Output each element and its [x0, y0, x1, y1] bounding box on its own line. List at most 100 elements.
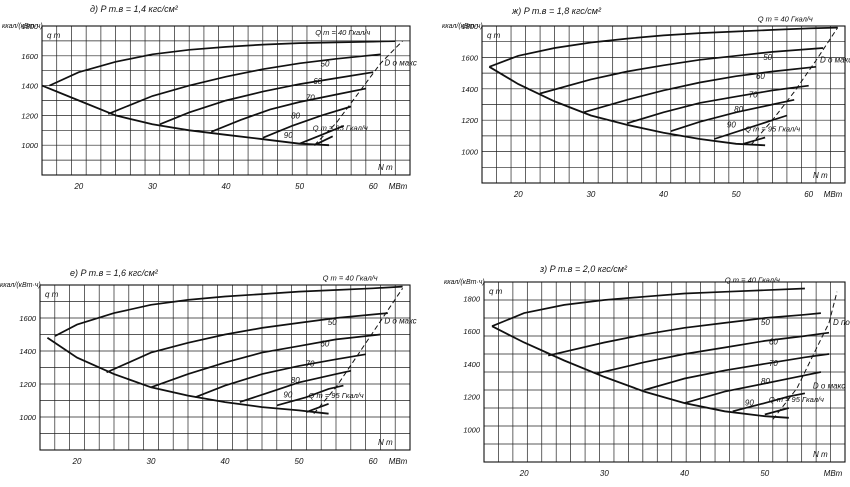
- y-axis-symbol: q т: [489, 287, 503, 296]
- series-line: [743, 136, 766, 145]
- series-line: [684, 371, 822, 404]
- y-tick-label: 1200: [463, 393, 481, 402]
- y-axis-label: ккал/(кВт·ч): [442, 23, 483, 30]
- plot-frame: [481, 25, 846, 184]
- y-tick-label: 1400: [463, 360, 481, 369]
- y-axis-label: ккал/(кВт·ч): [2, 23, 43, 30]
- y-axis-label: ккал/(кВт·ч): [444, 279, 485, 286]
- x-tick-label: 30: [147, 457, 156, 466]
- series-line: [262, 105, 352, 139]
- series-label: 50: [763, 53, 772, 62]
- dmax-line: [313, 288, 404, 415]
- y-tick-label: 1400: [19, 347, 37, 356]
- chart-4: з) P т.в = 2,0 кгс/см² ккал/(кВт·ч) q т N т…: [444, 264, 850, 478]
- y-tick-label: 1200: [21, 111, 39, 120]
- dmax-label: D о макс: [385, 58, 417, 67]
- x-tick-label: 20: [73, 182, 83, 191]
- x-axis-unit: МВт: [389, 457, 408, 466]
- chart-3: е) P т.в = 1,6 кгс/см² ккал/(кВт·ч) q т N т…: [0, 268, 417, 466]
- y-axis-label: ккал/(кВт·ч): [0, 282, 41, 289]
- series-label: Q т = 95 Гкал/ч: [745, 124, 800, 133]
- dmax-line: [772, 291, 838, 420]
- x-tick-label: 30: [148, 182, 157, 191]
- x-tick-label: 50: [732, 190, 741, 199]
- series-label: Q т = 40 Гкал/ч: [323, 274, 378, 283]
- series-label: 80: [761, 377, 770, 386]
- x-axis-unit: МВт: [824, 469, 843, 478]
- x-axis-unit: МВт: [389, 182, 408, 191]
- x-tick-label: 60: [369, 182, 378, 191]
- series-line: [626, 84, 809, 125]
- series-label: Q т = 40 Гкал/ч: [758, 15, 813, 24]
- envelope-line: [46, 337, 329, 415]
- series-label: 80: [291, 111, 300, 120]
- dmax-line: [750, 27, 839, 146]
- dmax-line: [313, 40, 403, 146]
- chart-2: ж) P т.в = 1,8 кгс/см² ккал/(кВт·ч) q т N т…: [442, 6, 850, 199]
- series-line: [670, 98, 795, 133]
- dmax-label: D о макс: [820, 56, 850, 65]
- series-label: 50: [328, 318, 337, 327]
- y-tick-label: 1800: [463, 294, 481, 303]
- series-line: [150, 333, 381, 389]
- series-label: 70: [306, 359, 315, 368]
- y-tick-label: 1600: [21, 52, 39, 61]
- y-tick-label: 1000: [19, 413, 37, 422]
- chart-title: ж) P т.в = 1,8 кгс/см²: [511, 6, 602, 16]
- series-label: 60: [769, 338, 778, 347]
- envelope-line: [488, 66, 766, 147]
- series-label: 80: [291, 376, 300, 385]
- dmax-label: D о макс: [384, 316, 416, 325]
- y-tick-label: 1600: [19, 314, 37, 323]
- series-line: [49, 40, 396, 87]
- x-tick-label: 50: [295, 457, 304, 466]
- y-tick-label: 1200: [19, 380, 37, 389]
- series-line: [54, 285, 403, 337]
- plot-frame: [41, 25, 411, 176]
- x-tick-label: 30: [586, 190, 595, 199]
- chart-title: з) P т.в = 2,0 кгс/см²: [539, 264, 628, 274]
- chart-title: е) P т.в = 1,6 кгс/см²: [70, 268, 159, 278]
- x-tick-label: 60: [369, 457, 378, 466]
- chart-1: д) P т.в = 1,4 кгс/см² ккал/(кВт·ч) q т N т…: [2, 4, 417, 191]
- series-line: [644, 353, 830, 391]
- series-label: 60: [756, 72, 765, 81]
- series-line: [548, 312, 821, 357]
- x-tick-label: 40: [659, 190, 668, 199]
- series-line: [732, 392, 806, 413]
- series-label: Q т = 95 Гкал/ч: [313, 123, 368, 132]
- series-label: Q т = 40 Гкал/ч: [725, 276, 780, 285]
- series-label: 60: [320, 340, 329, 349]
- y-tick-label: 1000: [21, 141, 39, 150]
- series-label: Q т = 40 Гкал/ч: [315, 28, 370, 37]
- series-label: 70: [769, 359, 778, 368]
- series-line: [583, 65, 817, 114]
- series-line: [299, 125, 345, 145]
- series-label: 90: [284, 131, 293, 140]
- chart-title: д) P т.в = 1,4 кгс/см²: [90, 4, 179, 14]
- y-tick-label: 1600: [461, 53, 479, 62]
- series-label: 70: [749, 91, 758, 100]
- series-line: [239, 369, 351, 403]
- y-axis-symbol: q т: [487, 31, 501, 40]
- x-axis-symbol: N т: [813, 171, 828, 180]
- x-tick-label: 20: [513, 190, 523, 199]
- y-tick-label: 1400: [461, 85, 479, 94]
- y-axis-symbol: q т: [47, 31, 61, 40]
- series-label: 70: [306, 94, 315, 103]
- series-label: 90: [745, 398, 754, 407]
- series-label: 90: [283, 391, 292, 400]
- x-tick-label: 20: [519, 469, 529, 478]
- plot-frame: [39, 284, 411, 451]
- series-line: [539, 47, 824, 95]
- series-label: 50: [321, 59, 330, 68]
- x-tick-label: 50: [295, 182, 304, 191]
- series-line: [210, 87, 366, 133]
- y-tick-label: 1600: [463, 327, 481, 336]
- y-tick-label: 1200: [461, 116, 479, 125]
- y-tick-label: 1800: [461, 22, 479, 31]
- series-line: [491, 287, 805, 327]
- series-line: [596, 331, 830, 375]
- y-axis-symbol: q т: [45, 290, 59, 299]
